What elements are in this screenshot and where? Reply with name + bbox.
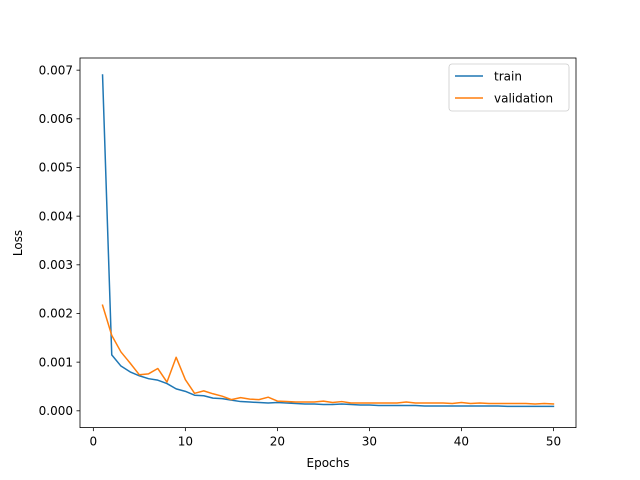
x-tick-label: 40 — [454, 435, 469, 449]
series-layer — [101, 74, 555, 408]
y-tick-label: 0.004 — [39, 209, 73, 223]
x-tick-label: 30 — [362, 435, 377, 449]
y-tick-label: 0.002 — [39, 307, 73, 321]
x-tick-label: 50 — [546, 435, 561, 449]
y-tick-label: 0.001 — [39, 355, 73, 369]
series-line-train — [101, 74, 555, 408]
y-ticks: 0.000 0.001 0.002 0.003 0.004 0.005 0.006 0.007 — [39, 63, 80, 418]
y-tick-label: 0.003 — [39, 258, 73, 272]
plot-background — [80, 58, 576, 428]
legend: train validation — [448, 63, 570, 112]
x-tick-label: 10 — [178, 435, 193, 449]
x-ticks: 0 10 20 30 40 50 — [90, 427, 561, 449]
series-line-validation — [101, 304, 555, 405]
x-tick-label: 20 — [270, 435, 285, 449]
y-tick-label: 0.000 — [39, 404, 73, 418]
y-axis-label: Loss — [11, 230, 25, 256]
plot-frame — [79, 57, 577, 429]
y-tick-label: 0.007 — [39, 63, 73, 77]
legend-label-validation: validation — [494, 91, 553, 105]
x-tick-label: 0 — [90, 435, 98, 449]
legend-label-train: train — [494, 69, 522, 83]
y-tick-label: 0.005 — [39, 161, 73, 175]
y-tick-label: 0.006 — [39, 112, 73, 126]
x-axis-label: Epochs — [307, 456, 350, 470]
